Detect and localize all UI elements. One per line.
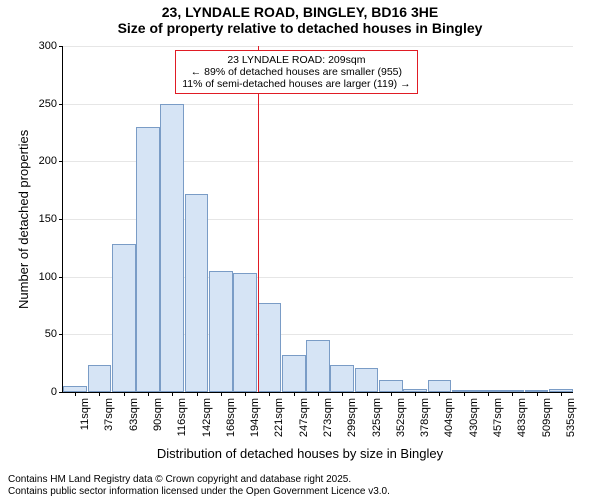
annotation-line-2: ← 89% of detached houses are smaller (95… (182, 66, 410, 78)
histogram-bar (428, 380, 452, 392)
plot-area: 05010015020025030011sqm37sqm63sqm90sqm11… (62, 46, 573, 393)
x-tick-mark (439, 392, 440, 396)
x-tick-label: 168sqm (225, 398, 237, 437)
chart-container: 23, LYNDALE ROAD, BINGLEY, BD16 3HE Size… (0, 0, 600, 500)
y-tick-label: 0 (51, 386, 63, 398)
x-tick-mark (367, 392, 368, 396)
histogram-bar (282, 355, 306, 392)
histogram-bar (379, 380, 403, 392)
y-tick-label: 250 (39, 98, 63, 110)
x-tick-mark (512, 392, 513, 396)
histogram-bar (112, 244, 136, 392)
x-tick-mark (294, 392, 295, 396)
x-tick-label: 11sqm (79, 398, 91, 430)
footer-line-1: Contains HM Land Registry data © Crown c… (8, 474, 390, 486)
y-tick-label: 100 (39, 271, 63, 283)
annotation-line-1: 23 LYNDALE ROAD: 209sqm (182, 54, 410, 66)
x-tick-label: 299sqm (346, 398, 358, 437)
annotation-box: 23 LYNDALE ROAD: 209sqm ← 89% of detache… (175, 50, 417, 94)
x-tick-mark (148, 392, 149, 396)
annotation-line-3: 11% of semi-detached houses are larger (… (182, 78, 410, 90)
x-tick-mark (172, 392, 173, 396)
x-tick-mark (537, 392, 538, 396)
x-tick-mark (221, 392, 222, 396)
x-tick-mark (488, 392, 489, 396)
y-tick-label: 200 (39, 155, 63, 167)
histogram-bar (306, 340, 330, 392)
x-tick-label: 509sqm (541, 398, 553, 437)
x-tick-label: 116sqm (176, 398, 188, 436)
x-tick-label: 483sqm (516, 398, 528, 437)
x-tick-label: 430sqm (468, 398, 480, 437)
x-tick-mark (75, 392, 76, 396)
x-tick-label: 63sqm (128, 398, 140, 431)
x-tick-mark (99, 392, 100, 396)
histogram-bar (136, 127, 160, 392)
x-tick-label: 352sqm (395, 398, 407, 437)
grid-line (63, 46, 573, 47)
histogram-bar (233, 273, 257, 392)
chart-title: 23, LYNDALE ROAD, BINGLEY, BD16 3HE (0, 4, 600, 20)
x-tick-label: 535sqm (565, 398, 577, 437)
x-tick-mark (391, 392, 392, 396)
x-tick-label: 194sqm (249, 398, 261, 437)
x-tick-label: 273sqm (322, 398, 334, 437)
histogram-bar (258, 303, 282, 392)
grid-line (63, 104, 573, 105)
x-axis-label: Distribution of detached houses by size … (0, 446, 600, 461)
histogram-bar (330, 365, 354, 392)
x-tick-mark (342, 392, 343, 396)
chart-subtitle: Size of property relative to detached ho… (0, 20, 600, 36)
x-tick-label: 90sqm (152, 398, 164, 431)
histogram-bar (355, 368, 379, 392)
x-tick-mark (269, 392, 270, 396)
x-tick-mark (197, 392, 198, 396)
x-tick-label: 247sqm (298, 398, 310, 437)
x-tick-label: 378sqm (419, 398, 431, 437)
y-tick-label: 50 (45, 328, 63, 340)
x-tick-label: 325sqm (371, 398, 383, 437)
footer-line-2: Contains public sector information licen… (8, 486, 390, 498)
x-tick-mark (415, 392, 416, 396)
x-tick-label: 404sqm (443, 398, 455, 437)
histogram-bar (185, 194, 209, 392)
y-tick-label: 300 (39, 40, 63, 52)
title-block: 23, LYNDALE ROAD, BINGLEY, BD16 3HE Size… (0, 4, 600, 36)
x-tick-label: 142sqm (201, 398, 213, 437)
x-tick-mark (561, 392, 562, 396)
histogram-bar (160, 104, 184, 392)
highlight-line (258, 46, 259, 392)
histogram-bar (88, 365, 112, 392)
y-axis-label: Number of detached properties (16, 130, 31, 309)
x-tick-mark (245, 392, 246, 396)
x-tick-mark (124, 392, 125, 396)
x-tick-label: 37sqm (103, 398, 115, 431)
histogram-bar (209, 271, 233, 392)
x-tick-mark (318, 392, 319, 396)
y-tick-label: 150 (39, 213, 63, 225)
x-tick-label: 221sqm (273, 398, 285, 437)
x-tick-label: 457sqm (492, 398, 504, 437)
footer-attribution: Contains HM Land Registry data © Crown c… (8, 474, 390, 498)
x-tick-mark (464, 392, 465, 396)
